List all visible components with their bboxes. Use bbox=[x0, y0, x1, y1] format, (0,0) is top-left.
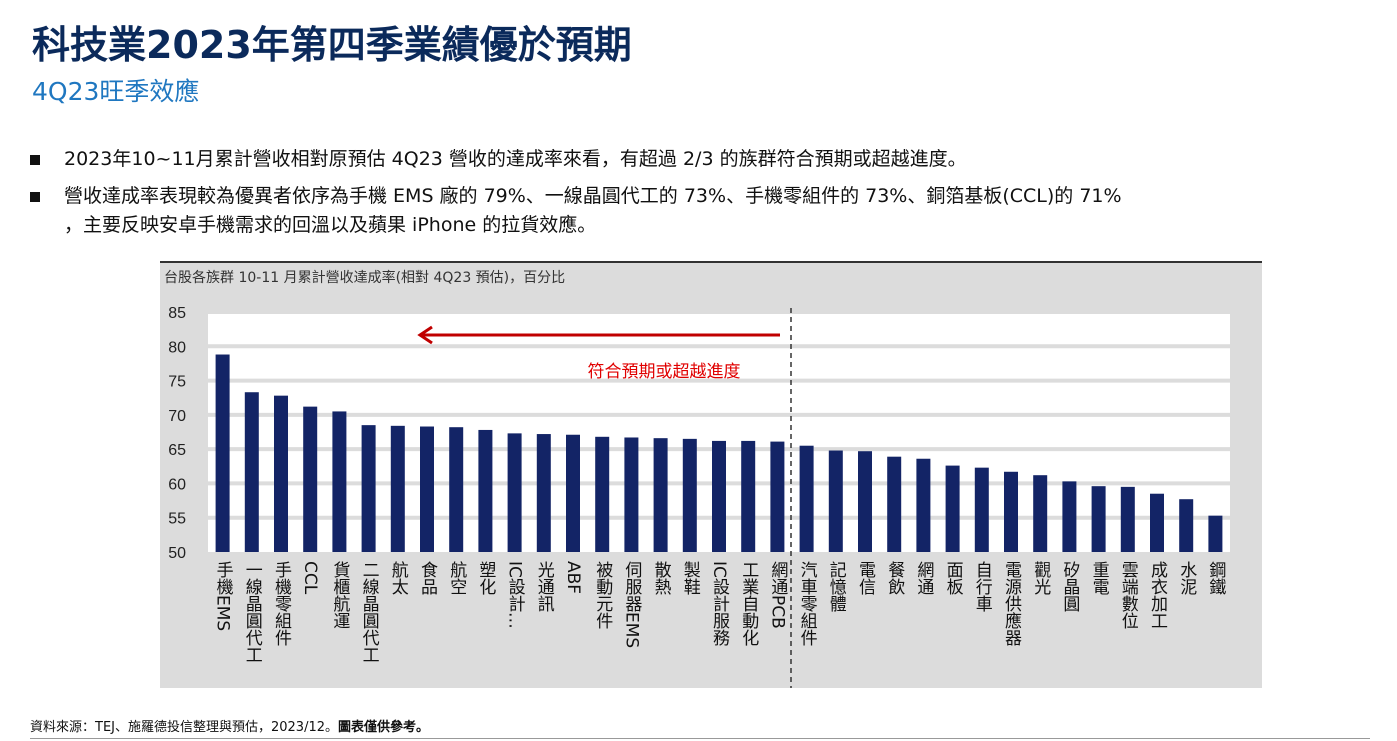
arrow-left-icon bbox=[417, 325, 433, 345]
bar-塑化 bbox=[478, 429, 493, 552]
x-tick-label: CCL bbox=[300, 561, 321, 595]
x-tick-label: 光通訊 bbox=[533, 561, 554, 612]
bullet-text: 營收達成率表現較為優異者依序為手機 EMS 廠的 79%、一線晶圓代工的 73%… bbox=[64, 185, 1122, 207]
y-tick-label: 80 bbox=[168, 339, 186, 356]
x-tick-label: 手機零組件 bbox=[271, 561, 291, 646]
bar-網通 bbox=[916, 458, 931, 552]
x-tick-label: 塑化 bbox=[475, 561, 496, 595]
chart-canvas: 85 80 75 70 65 60 55 50 符合預期或超越進度 bbox=[168, 305, 1230, 688]
x-tick-label: 餐飲 bbox=[884, 561, 905, 595]
bar-食品 bbox=[420, 426, 434, 552]
bar-自行車 bbox=[974, 467, 989, 552]
page-subtitle: 4Q23旺季效應 bbox=[32, 77, 200, 106]
x-tick-label: 伺服器EMS bbox=[621, 561, 642, 649]
bar-手機零組件 bbox=[274, 395, 288, 552]
bar-chart: 台股各族群 10-11 月累計營收達成率(相對 4Q23 預估)，百分比 85 8… bbox=[160, 261, 1262, 688]
bar-一線晶圓代工 bbox=[244, 392, 259, 552]
x-tick-label: 散熱 bbox=[650, 561, 671, 595]
disclaimer-text: 圖表僅供參考。 bbox=[338, 720, 430, 735]
x-tick-label: 食品 bbox=[417, 561, 437, 595]
bar-航太 bbox=[390, 425, 405, 552]
x-tick-label: 貨櫃航運 bbox=[329, 561, 350, 629]
x-tick-label: IC設計服務 bbox=[709, 561, 729, 646]
source-note: 資料來源：TEJ、施羅德投信整理與預估，2023/12。圖表僅供參考。 bbox=[30, 716, 429, 735]
bar-手機EMS bbox=[215, 354, 230, 552]
x-tick-label: 重電 bbox=[1088, 561, 1109, 595]
x-tick-label: 水泥 bbox=[1176, 561, 1197, 595]
bar-鋼鐵 bbox=[1208, 515, 1223, 552]
bar-水泥 bbox=[1179, 499, 1194, 552]
footer-divider bbox=[30, 738, 1370, 739]
y-tick-label: 60 bbox=[168, 476, 186, 493]
x-tick-label: ABF bbox=[563, 561, 583, 595]
x-tick-label: 航太 bbox=[387, 561, 408, 595]
x-tick-label: 雲端數位 bbox=[1117, 561, 1138, 629]
bar-ABF bbox=[566, 434, 580, 552]
x-tick-label: 電源供應器 bbox=[1001, 561, 1021, 646]
bullet-1: 2023年10~11月累計營收相對原預估 4Q23 營收的達成率來看，有超過 2… bbox=[30, 145, 967, 174]
bullet-square-icon bbox=[30, 154, 40, 165]
bar-觀光 bbox=[1033, 475, 1048, 552]
x-tick-label: 被動元件 bbox=[592, 561, 613, 629]
x-tick-label: 汽車零組件 bbox=[796, 561, 817, 646]
x-tick-label: IC設計… bbox=[504, 561, 525, 629]
bar-餐飲 bbox=[887, 456, 902, 552]
x-tick-label: 網通 bbox=[913, 561, 934, 595]
bullet-square-icon bbox=[30, 191, 40, 202]
y-tick-label: 75 bbox=[168, 374, 186, 391]
bar-製鞋 bbox=[682, 438, 697, 552]
x-tick-label: 一線晶圓代工 bbox=[241, 561, 262, 663]
bar-成衣加工 bbox=[1150, 493, 1164, 552]
x-tick-label: 網通PCB bbox=[767, 561, 788, 629]
x-tick-label: 矽晶圓 bbox=[1059, 561, 1080, 612]
bar-二線晶圓代工 bbox=[361, 425, 376, 552]
bar-伺服器EMS bbox=[624, 437, 639, 552]
x-tick-label: 面板 bbox=[942, 561, 963, 595]
bar-IC設計服務 bbox=[712, 440, 726, 552]
page-title: 科技業2023年第四季業績優於預期 bbox=[32, 23, 632, 67]
chart-title: 台股各族群 10-11 月累計營收達成率(相對 4Q23 預估)，百分比 bbox=[164, 270, 566, 286]
bar-工業自動化 bbox=[741, 440, 756, 552]
y-tick-label: 85 bbox=[168, 305, 186, 322]
bar-雲端數位 bbox=[1120, 486, 1135, 552]
y-tick-label: 70 bbox=[168, 408, 186, 425]
y-tick-label: 55 bbox=[168, 511, 186, 528]
bar-網通PCB bbox=[770, 441, 785, 552]
x-tick-label: 觀光 bbox=[1030, 561, 1051, 595]
bar-記憶體 bbox=[828, 450, 843, 552]
bar-面板 bbox=[945, 465, 960, 552]
x-tick-label: 航空 bbox=[446, 561, 467, 595]
bullet-text: 2023年10~11月累計營收相對原預估 4Q23 營收的達成率來看，有超過 2… bbox=[64, 148, 967, 170]
x-tick-label: 記憶體 bbox=[825, 561, 846, 612]
bar-汽車零組件 bbox=[799, 445, 814, 552]
bar-被動元件 bbox=[595, 436, 610, 552]
annotation-label: 符合預期或超越進度 bbox=[588, 362, 741, 382]
x-tick-label: 製鞋 bbox=[679, 561, 700, 595]
bar-矽晶圓 bbox=[1062, 481, 1077, 552]
bar-光通訊 bbox=[536, 434, 551, 552]
y-tick-label: 65 bbox=[168, 442, 186, 459]
bar-電信 bbox=[858, 451, 872, 552]
bar-貨櫃航運 bbox=[332, 411, 347, 552]
x-tick-label: 工業自動化 bbox=[738, 561, 759, 646]
bar-航空 bbox=[449, 427, 464, 552]
x-tick-label: 鋼鐵 bbox=[1205, 561, 1226, 595]
bullet-2: 營收達成率表現較為優異者依序為手機 EMS 廠的 79%、一線晶圓代工的 73%… bbox=[30, 182, 1122, 240]
source-text: 資料來源：TEJ、施羅德投信整理與預估，2023/12。 bbox=[30, 720, 338, 735]
x-tick-label: 成衣加工 bbox=[1147, 561, 1167, 629]
x-tick-label: 二線晶圓代工 bbox=[358, 561, 379, 663]
bar-CCL bbox=[303, 406, 318, 552]
bar-散熱 bbox=[653, 438, 668, 552]
x-tick-label: 自行車 bbox=[971, 561, 992, 612]
bar-IC設計… bbox=[507, 433, 522, 552]
bar-電源供應器 bbox=[1004, 471, 1018, 552]
x-tick-label: 電信 bbox=[855, 561, 875, 595]
y-tick-label: 50 bbox=[168, 545, 186, 562]
bar-重電 bbox=[1091, 486, 1106, 552]
x-tick-label: 手機EMS bbox=[212, 561, 233, 632]
bullet-text-continued: ，主要反映安卓手機需求的回溫以及蘋果 iPhone 的拉貨效應。 bbox=[64, 214, 597, 236]
